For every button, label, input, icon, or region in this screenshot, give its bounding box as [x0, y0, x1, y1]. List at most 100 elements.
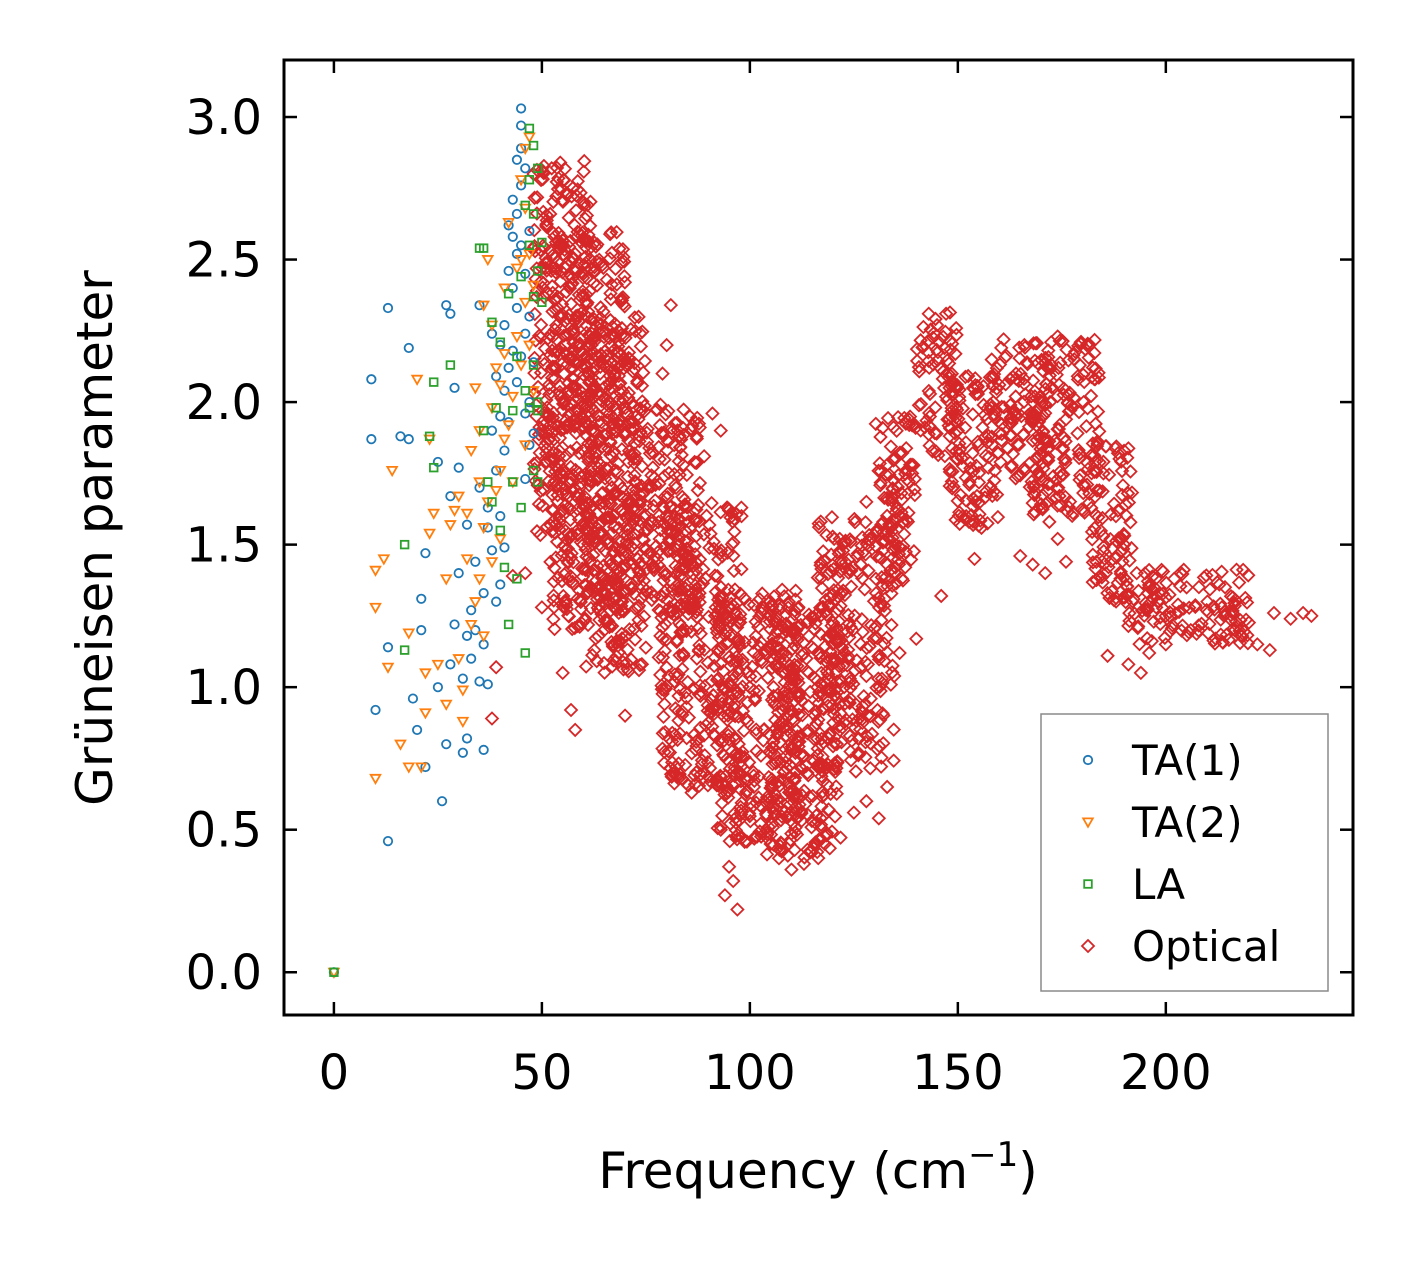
data-point — [831, 719, 847, 734]
data-point — [568, 308, 584, 324]
data-point — [579, 270, 595, 286]
data-point — [612, 633, 628, 648]
data-point — [466, 605, 477, 616]
data-point — [640, 478, 656, 493]
data-point — [543, 517, 559, 533]
data-point — [638, 640, 654, 655]
data-point — [567, 246, 583, 262]
data-point — [775, 720, 791, 735]
data-point — [717, 887, 733, 903]
data-point — [382, 642, 394, 653]
data-point — [1150, 594, 1165, 609]
data-point — [608, 486, 624, 502]
data-point — [550, 462, 566, 477]
data-point — [886, 753, 901, 768]
data-point — [875, 675, 890, 691]
data-point — [366, 434, 377, 445]
data-point — [613, 385, 629, 401]
data-point — [935, 329, 951, 345]
data-point — [621, 350, 636, 366]
data-point — [715, 808, 730, 824]
data-point — [1036, 364, 1051, 379]
data-point — [563, 569, 578, 584]
data-point — [787, 805, 802, 821]
data-point — [841, 616, 857, 631]
data-point — [545, 410, 561, 425]
data-point — [858, 654, 873, 670]
data-point — [1164, 621, 1180, 636]
data-point — [580, 585, 595, 601]
data-point — [620, 536, 636, 551]
data-point — [672, 467, 687, 483]
data-point — [1025, 394, 1040, 410]
data-point — [951, 389, 967, 405]
data-point — [429, 462, 439, 473]
data-point — [785, 704, 800, 719]
data-point — [580, 450, 595, 466]
data-point — [824, 618, 839, 633]
data-point — [792, 685, 807, 701]
data-point — [735, 652, 750, 667]
data-point — [713, 504, 728, 520]
data-point — [721, 503, 737, 518]
data-point — [605, 355, 620, 371]
data-point — [795, 707, 810, 723]
data-point — [616, 662, 631, 677]
data-point — [656, 682, 671, 698]
data-point — [675, 623, 690, 638]
data-point — [843, 563, 858, 579]
data-point — [613, 586, 628, 602]
data-point — [623, 576, 639, 592]
data-point — [528, 291, 539, 302]
data-point — [1175, 618, 1190, 633]
data-point — [593, 359, 608, 375]
data-point — [695, 575, 711, 591]
data-point — [764, 660, 780, 676]
data-point — [1093, 523, 1109, 539]
data-point — [1057, 489, 1073, 505]
data-point — [772, 598, 787, 613]
data-point — [1162, 624, 1178, 639]
data-point — [724, 672, 740, 688]
data-point — [1040, 360, 1056, 376]
data-point — [1101, 467, 1117, 482]
data-point — [1115, 478, 1131, 493]
data-point — [817, 836, 833, 852]
data-point — [456, 685, 470, 697]
data-point — [662, 543, 677, 558]
data-point — [721, 859, 737, 875]
data-point — [681, 514, 696, 529]
data-point — [587, 642, 602, 658]
data-point — [568, 355, 584, 370]
data-point — [449, 382, 460, 393]
data-point — [552, 465, 568, 481]
data-point — [527, 190, 542, 206]
data-point — [510, 332, 524, 344]
data-point — [1061, 353, 1076, 368]
data-point — [696, 527, 712, 542]
data-point — [829, 754, 845, 769]
data-point — [602, 553, 618, 569]
data-point — [1176, 601, 1191, 616]
data-point — [1104, 541, 1120, 556]
data-point — [1144, 633, 1160, 649]
data-point — [366, 374, 377, 385]
data-point — [546, 416, 562, 432]
data-point — [623, 652, 639, 667]
data-point — [863, 618, 879, 633]
data-point — [579, 415, 594, 430]
data-point — [890, 552, 906, 567]
data-point — [891, 503, 906, 518]
data-point — [766, 652, 781, 668]
data-point — [1133, 665, 1149, 681]
data-point — [749, 829, 765, 844]
data-point — [1025, 495, 1040, 511]
data-point — [884, 586, 899, 601]
data-point — [419, 668, 432, 680]
data-point — [827, 652, 843, 668]
data-point — [868, 618, 884, 634]
data-point — [606, 652, 621, 668]
data-point — [629, 408, 645, 424]
data-point — [557, 346, 573, 361]
data-point — [1090, 404, 1106, 419]
